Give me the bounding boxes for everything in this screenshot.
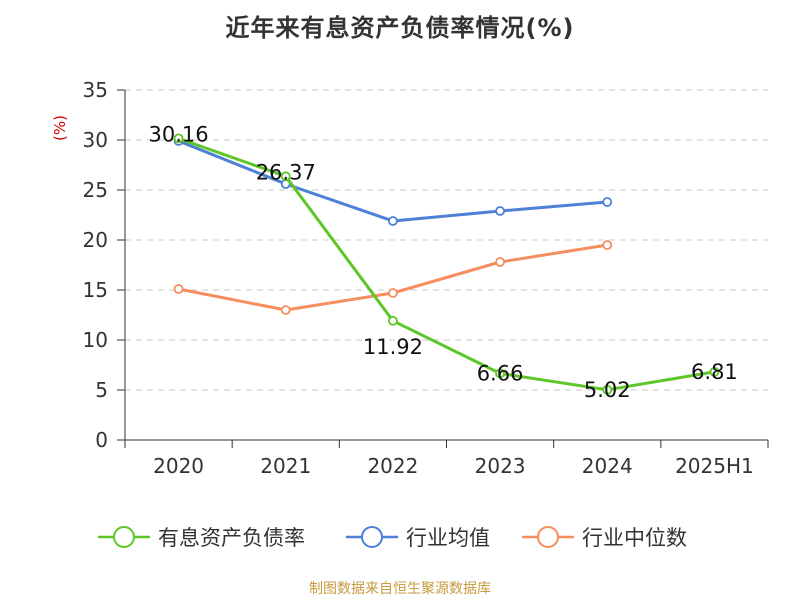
legend-label: 行业中位数 xyxy=(582,526,687,550)
data-label: 5.02 xyxy=(584,378,631,402)
series-line xyxy=(177,139,609,223)
legend-label: 行业均值 xyxy=(406,526,490,550)
data-point xyxy=(602,240,613,250)
x-tick-label: 2023 xyxy=(475,454,526,478)
y-tick-label: 20 xyxy=(83,228,108,252)
data-point xyxy=(602,197,613,207)
data-point xyxy=(388,315,398,326)
series-line xyxy=(177,243,609,312)
legend-label: 有息资产负债率 xyxy=(158,526,305,550)
y-tick-label: 10 xyxy=(83,328,108,352)
series-line xyxy=(177,136,716,392)
chart-title: 近年来有息资产负债率情况(%) xyxy=(225,14,575,42)
data-point xyxy=(280,171,291,182)
y-tick-label: 15 xyxy=(83,278,108,302)
data-point xyxy=(495,257,505,267)
data-label: 30.16 xyxy=(149,122,209,146)
y-tick-label: 25 xyxy=(83,178,108,202)
data-point xyxy=(280,305,291,315)
y-axis-unit-label: (%) xyxy=(51,115,69,141)
source-note: 制图数据来自恒生聚源数据库 xyxy=(309,581,491,597)
data-point xyxy=(388,288,398,298)
y-tick-label: 30 xyxy=(83,128,108,152)
y-tick-label: 5 xyxy=(95,378,108,402)
data-point xyxy=(495,206,505,216)
data-point xyxy=(495,368,505,379)
data-label: 11.92 xyxy=(363,335,423,359)
x-tick-label: 2020 xyxy=(153,454,204,478)
x-tick-label: 2025H1 xyxy=(675,454,754,478)
legend-marker xyxy=(537,526,559,548)
data-point xyxy=(388,216,398,226)
y-tick-label: 35 xyxy=(83,78,108,102)
data-point xyxy=(173,284,184,294)
x-tick-label: 2021 xyxy=(260,454,311,478)
y-tick-label: 0 xyxy=(95,428,108,452)
legend-marker xyxy=(113,526,135,548)
data-point xyxy=(709,366,720,377)
data-label: 6.66 xyxy=(477,361,524,385)
legend-marker xyxy=(361,526,383,548)
data-point xyxy=(173,133,184,144)
data-point xyxy=(602,384,613,395)
x-tick-label: 2022 xyxy=(367,454,418,478)
data-label: 26.37 xyxy=(256,160,316,184)
x-tick-label: 2024 xyxy=(582,454,633,478)
data-label: 6.81 xyxy=(691,360,738,384)
